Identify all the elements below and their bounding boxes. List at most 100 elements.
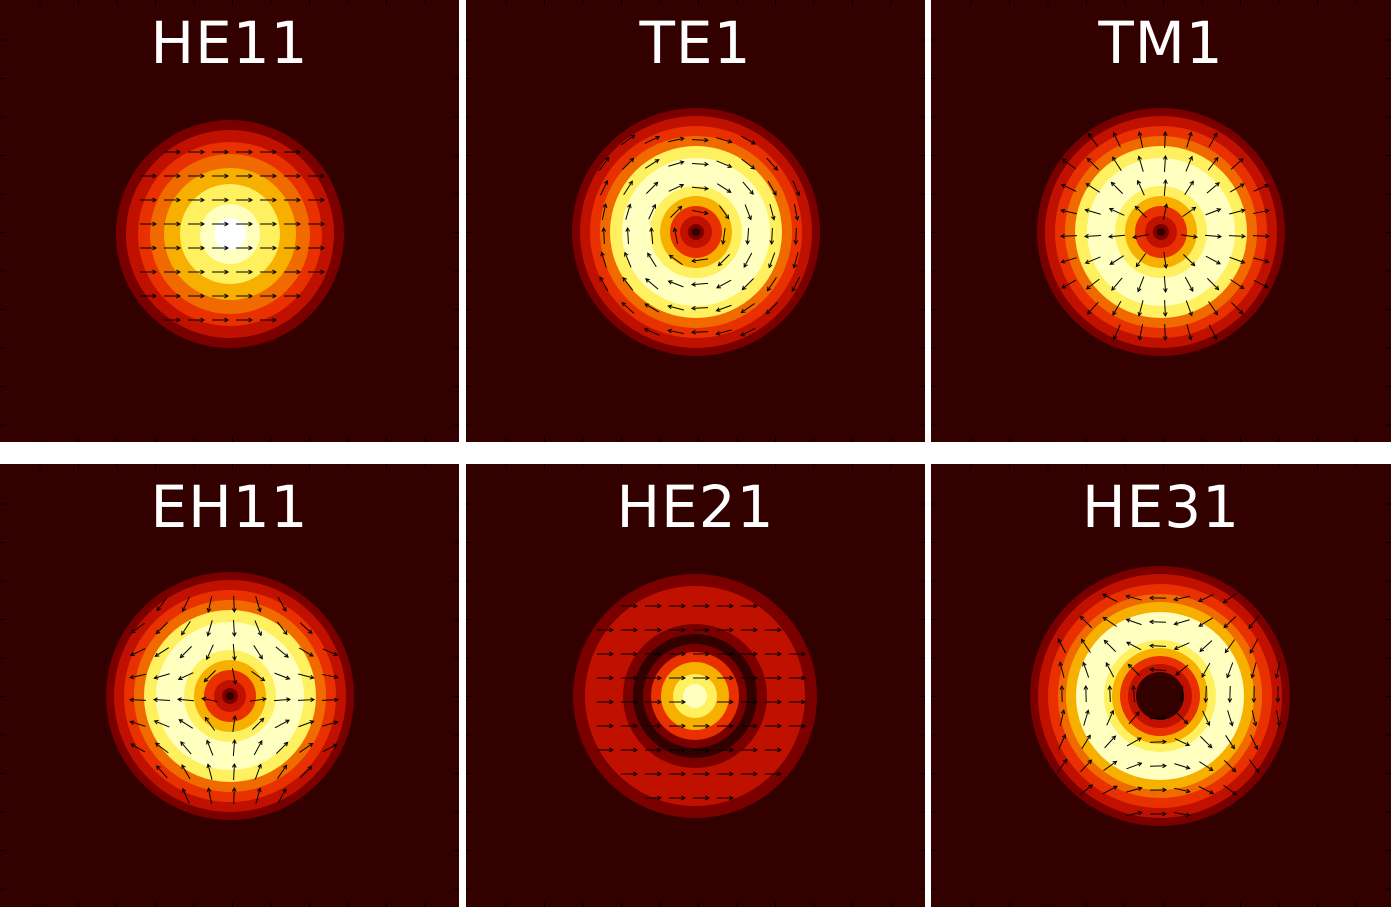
field-arrow-head: [129, 651, 135, 657]
field-arrow-head: [801, 699, 807, 705]
field-arrow-head: [1275, 698, 1281, 704]
field-arrow-head: [681, 771, 687, 777]
field-arrow-head: [1137, 762, 1143, 767]
field-arrow: [716, 279, 732, 289]
field-arrow-head: [248, 197, 254, 203]
field-arrow-head: [801, 675, 807, 681]
field-arrow-head: [1251, 698, 1257, 704]
field-arrow-head: [272, 149, 278, 155]
field-arrow: [647, 252, 657, 268]
field-arrow-head: [1276, 721, 1282, 727]
field-arrow-head: [1087, 132, 1093, 138]
field-arrow: [1181, 234, 1197, 238]
field-arrow-head: [296, 269, 302, 275]
field-arrow: [207, 596, 213, 612]
field-arrow: [1248, 759, 1260, 773]
field-arrow-head: [657, 795, 663, 801]
field-arrow-head: [1085, 183, 1091, 188]
field-arrow: [231, 668, 237, 684]
field-arrow-head: [753, 747, 759, 753]
field-arrow-head: [129, 720, 135, 725]
field-arrow: [1137, 276, 1145, 292]
field-arrow: [232, 643, 236, 661]
field-arrow: [255, 596, 261, 612]
field-arrow-head: [155, 765, 161, 771]
field-arrow-head: [181, 764, 186, 770]
field-arrow-head: [1185, 812, 1191, 818]
field-arrow-head: [681, 651, 687, 657]
field-arrow-head: [1189, 180, 1194, 186]
field-arrow-head: [1241, 233, 1247, 239]
field-arrow-head: [231, 786, 237, 792]
field-arrow-head: [1082, 661, 1087, 667]
field-arrow: [1127, 663, 1141, 677]
field-arrow: [668, 280, 684, 288]
field-arrow-head: [793, 240, 799, 246]
field-arrow-head: [690, 329, 696, 335]
mode-panel-he11: HE11: [0, 0, 459, 442]
field-arrow-head: [1137, 287, 1142, 293]
field-arrow: [322, 743, 338, 753]
field-arrow-head: [176, 697, 182, 702]
field-arrow-head: [1135, 711, 1140, 716]
field-arrow-head: [1163, 263, 1169, 269]
field-arrow: [1164, 299, 1166, 317]
field-arrow: [645, 181, 659, 195]
field-arrow-head: [283, 741, 289, 747]
field-arrow-head: [200, 245, 206, 251]
field-arrow: [181, 621, 191, 635]
field-arrow: [202, 697, 218, 703]
field-arrow: [1249, 638, 1259, 654]
field-arrow: [154, 720, 170, 728]
field-arrow: [1208, 301, 1218, 315]
field-arrow: [1102, 785, 1118, 795]
field-arrow: [1085, 256, 1101, 264]
field-arrow-head: [1136, 179, 1142, 185]
field-arrow: [1109, 255, 1125, 265]
field-arrow-head: [200, 221, 206, 227]
field-arrow: [621, 302, 635, 314]
field-arrow: [1126, 641, 1142, 651]
field-arrow: [1164, 323, 1166, 341]
field-arrow: [1253, 257, 1269, 263]
field-arrow: [692, 258, 708, 262]
field-arrow: [601, 252, 607, 268]
field-arrow-head: [729, 627, 735, 633]
field-arrow: [274, 719, 290, 729]
field-arrow-head: [633, 747, 639, 753]
field-arrow-head: [1111, 735, 1117, 741]
field-arrow: [771, 227, 773, 245]
field-arrow-head: [1084, 259, 1090, 264]
field-arrow: [767, 180, 777, 196]
field-arrow: [1079, 615, 1093, 629]
field-arrow-head: [1264, 208, 1270, 214]
field-arrow-head: [1188, 311, 1193, 317]
field-arrow-head: [795, 191, 801, 197]
field-arrow-head: [296, 245, 302, 251]
field-arrow-head: [231, 632, 237, 638]
field-arrow-head: [309, 720, 315, 725]
field-arrow: [692, 209, 708, 215]
field-arrow: [669, 254, 683, 266]
field-arrow: [1175, 664, 1189, 676]
field-arrow-head: [1059, 233, 1065, 239]
field-arrow-head: [602, 203, 608, 209]
field-arrow-head: [1125, 618, 1131, 623]
field-arrow: [1251, 710, 1257, 726]
field-arrow-head: [1163, 203, 1169, 209]
field-arrow-head: [1102, 616, 1108, 622]
field-arrow-head: [224, 269, 230, 275]
field-arrow-head: [1229, 721, 1234, 727]
mode-panel-tm1: TM1: [931, 0, 1391, 442]
field-arrow-head: [1188, 335, 1193, 341]
field-arrow-head: [777, 651, 783, 657]
field-arrow-head: [176, 173, 182, 179]
field-arrow-head: [681, 603, 687, 609]
field-arrow-head: [1185, 741, 1191, 747]
field-arrow-head: [272, 269, 278, 275]
field-arrow: [233, 595, 235, 613]
field-arrow: [1087, 301, 1099, 315]
field-arrow-head: [622, 276, 627, 282]
field-arrow-head: [705, 723, 711, 729]
field-arrow-head: [1162, 336, 1168, 342]
